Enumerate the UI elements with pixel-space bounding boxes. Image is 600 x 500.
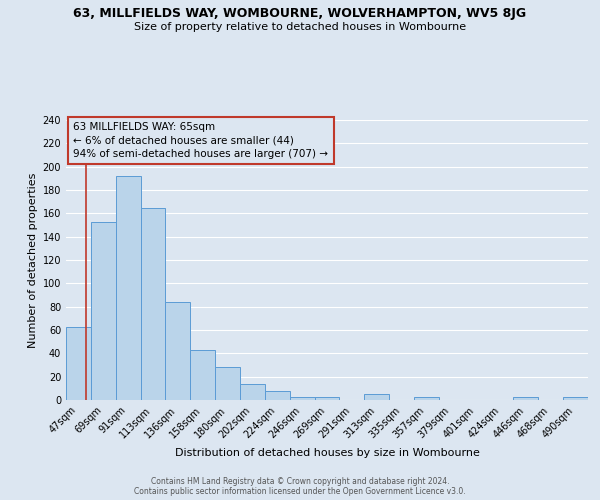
Bar bbox=[66, 326, 91, 400]
Text: 63 MILLFIELDS WAY: 65sqm
← 6% of detached houses are smaller (44)
94% of semi-de: 63 MILLFIELDS WAY: 65sqm ← 6% of detache… bbox=[73, 122, 328, 158]
Bar bbox=[364, 394, 389, 400]
Text: Contains public sector information licensed under the Open Government Licence v3: Contains public sector information licen… bbox=[134, 487, 466, 496]
Bar bbox=[290, 396, 314, 400]
Text: 63, MILLFIELDS WAY, WOMBOURNE, WOLVERHAMPTON, WV5 8JG: 63, MILLFIELDS WAY, WOMBOURNE, WOLVERHAM… bbox=[73, 8, 527, 20]
Bar bbox=[414, 396, 439, 400]
Bar bbox=[190, 350, 215, 400]
Bar bbox=[166, 302, 190, 400]
Bar bbox=[514, 396, 538, 400]
Text: Size of property relative to detached houses in Wombourne: Size of property relative to detached ho… bbox=[134, 22, 466, 32]
Bar bbox=[240, 384, 265, 400]
Bar bbox=[265, 390, 290, 400]
Bar bbox=[116, 176, 140, 400]
Bar bbox=[140, 208, 166, 400]
Bar bbox=[563, 396, 588, 400]
Text: Contains HM Land Registry data © Crown copyright and database right 2024.: Contains HM Land Registry data © Crown c… bbox=[151, 477, 449, 486]
Y-axis label: Number of detached properties: Number of detached properties bbox=[28, 172, 38, 348]
Bar bbox=[91, 222, 116, 400]
Bar bbox=[314, 396, 340, 400]
Bar bbox=[215, 368, 240, 400]
X-axis label: Distribution of detached houses by size in Wombourne: Distribution of detached houses by size … bbox=[175, 448, 479, 458]
